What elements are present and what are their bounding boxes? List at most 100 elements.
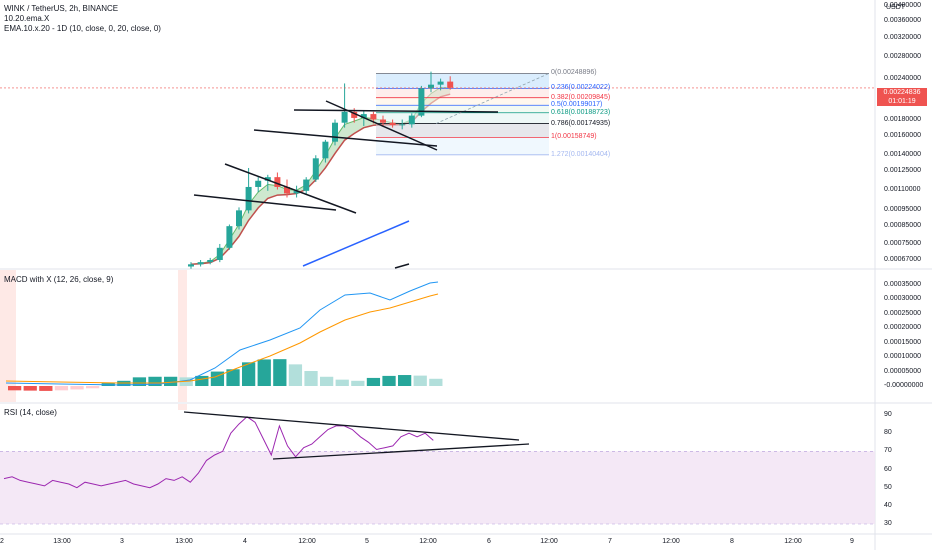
- macd-histogram-bar: [86, 386, 100, 389]
- time-axis-label[interactable]: 12:00: [662, 538, 680, 545]
- macd-histogram-bar: [226, 369, 240, 386]
- rsi-axis-label[interactable]: 50: [884, 483, 892, 491]
- price-axis-label[interactable]: 0.00110000: [884, 185, 921, 193]
- macd-axis-label[interactable]: 0.00030000: [884, 295, 921, 303]
- ema-indicator-label[interactable]: 10.20.ema.X: [4, 14, 50, 23]
- macd-axis-label[interactable]: 0.00005000: [884, 367, 921, 375]
- rsi-axis-label[interactable]: 30: [884, 520, 892, 527]
- macd-histogram-bar: [39, 386, 53, 391]
- ema-indicator-detail[interactable]: EMA.10.x.20 - 1D (10, close, 0, 20, clos…: [4, 24, 161, 33]
- macd-histogram-bar: [304, 370, 318, 386]
- macd-axis-label[interactable]: -0.00000000: [884, 382, 924, 389]
- time-axis-label[interactable]: 7: [608, 538, 612, 545]
- macd-histogram-bar: [398, 375, 412, 386]
- macd-histogram-bar: [195, 375, 209, 386]
- price-axis-label[interactable]: 0.00140000: [884, 151, 921, 159]
- candle-body: [370, 114, 377, 120]
- candle-body: [447, 81, 454, 88]
- candle-body: [264, 177, 271, 181]
- macd-histogram-bar: [429, 378, 443, 386]
- candle-body: [188, 264, 194, 267]
- macd-pane-title[interactable]: MACD with X (12, 26, close, 9): [4, 275, 114, 284]
- time-axis-label[interactable]: 12:00: [419, 538, 437, 545]
- currency-label[interactable]: USDT: [886, 4, 906, 11]
- price-axis-label[interactable]: 0.00095000: [884, 206, 921, 214]
- time-axis-label[interactable]: 4: [243, 538, 247, 545]
- rsi-axis-label[interactable]: 90: [884, 411, 892, 418]
- macd-line: [5, 281, 439, 386]
- candle-body: [245, 186, 252, 211]
- candle-body: [332, 122, 338, 142]
- rsi-axis-label[interactable]: 80: [884, 429, 892, 437]
- price-axis-label[interactable]: 0.00320000: [884, 33, 921, 41]
- time-axis-label[interactable]: 13:00: [175, 538, 193, 545]
- price-axis-label[interactable]: 0.00400000: [884, 2, 921, 9]
- rsi-pane-title[interactable]: RSI (14, close): [4, 408, 57, 417]
- price-axis-label[interactable]: 0.00085000: [884, 222, 921, 230]
- macd-axis-label[interactable]: 0.00035000: [884, 281, 921, 288]
- candle-body: [216, 247, 223, 260]
- time-axis-label[interactable]: 12:00: [784, 538, 802, 545]
- time-axis-label[interactable]: 5: [365, 538, 369, 545]
- macd-histogram-bar: [288, 364, 303, 386]
- fib-zone: [376, 88, 549, 98]
- price-axis-label[interactable]: 0.00360000: [884, 17, 921, 24]
- price-axis-label[interactable]: 0.00180000: [884, 115, 921, 123]
- candle-body: [197, 262, 204, 265]
- candle-body: [312, 158, 319, 180]
- trendline-drawing: [325, 100, 438, 151]
- candle-body: [274, 177, 281, 187]
- time-axis-label[interactable]: 13:00: [53, 538, 71, 545]
- price-axis-label[interactable]: 0.00160000: [884, 132, 921, 140]
- macd-histogram-bar: [273, 359, 287, 386]
- price-axis-label[interactable]: 0.00075000: [884, 240, 921, 247]
- candle-body: [389, 122, 396, 126]
- fib-zone: [376, 112, 549, 124]
- trendline-drawing: [224, 163, 357, 214]
- candle-body: [360, 114, 367, 118]
- time-axis-label[interactable]: 9: [850, 538, 854, 545]
- rsi-axis-label[interactable]: 70: [884, 447, 892, 455]
- fib-trend-line: [435, 73, 550, 124]
- macd-axis-label[interactable]: 0.00015000: [884, 338, 921, 346]
- price-axis-label[interactable]: 0.00280000: [884, 52, 921, 60]
- candle-body: [437, 81, 444, 85]
- time-axis-label[interactable]: 6: [487, 538, 491, 545]
- macd-axis-label[interactable]: 0.00020000: [884, 324, 921, 332]
- time-axis-label[interactable]: 12:00: [540, 538, 558, 545]
- macd-histogram-bar: [132, 377, 147, 386]
- trendline-drawing: [253, 129, 438, 147]
- candle-body: [351, 111, 358, 118]
- price-axis-label[interactable]: 0.00125000: [884, 167, 921, 175]
- fib-zone: [376, 137, 549, 155]
- fib-zone: [376, 123, 549, 138]
- time-axis-label[interactable]: 12:00: [298, 538, 316, 545]
- time-axis-label[interactable]: 2: [0, 538, 4, 545]
- price-axis-label[interactable]: 0.00240000: [884, 74, 921, 82]
- time-axis-label[interactable]: 3: [120, 538, 124, 545]
- macd-histogram-bar: [164, 376, 178, 386]
- rsi-trendline: [272, 443, 530, 460]
- macd-histogram-bar: [54, 386, 69, 391]
- macd-axis-label[interactable]: 0.00010000: [884, 353, 921, 361]
- macd-axis-label[interactable]: 0.00025000: [884, 309, 921, 317]
- macd-histogram-bar: [413, 375, 427, 386]
- rsi-axis-label[interactable]: 60: [884, 465, 892, 473]
- candle-body: [207, 260, 214, 263]
- candle-body: [380, 119, 386, 123]
- rsi-band: [0, 451, 875, 524]
- candle-body: [341, 111, 348, 123]
- fib-level-label: 0(0.00248896): [551, 69, 597, 77]
- time-axis-label[interactable]: 8: [730, 538, 734, 545]
- fib-zone: [376, 105, 549, 113]
- price-axis-label[interactable]: 0.00067000: [884, 256, 921, 263]
- rsi-line: [3, 416, 434, 489]
- macd-histogram-bar: [320, 376, 334, 386]
- trendline-drawing: [293, 109, 499, 113]
- macd-highlight-zone: [178, 270, 187, 402]
- candle-body: [293, 190, 300, 194]
- macd-histogram-bar: [257, 359, 271, 386]
- rsi-axis-label[interactable]: 40: [884, 501, 892, 509]
